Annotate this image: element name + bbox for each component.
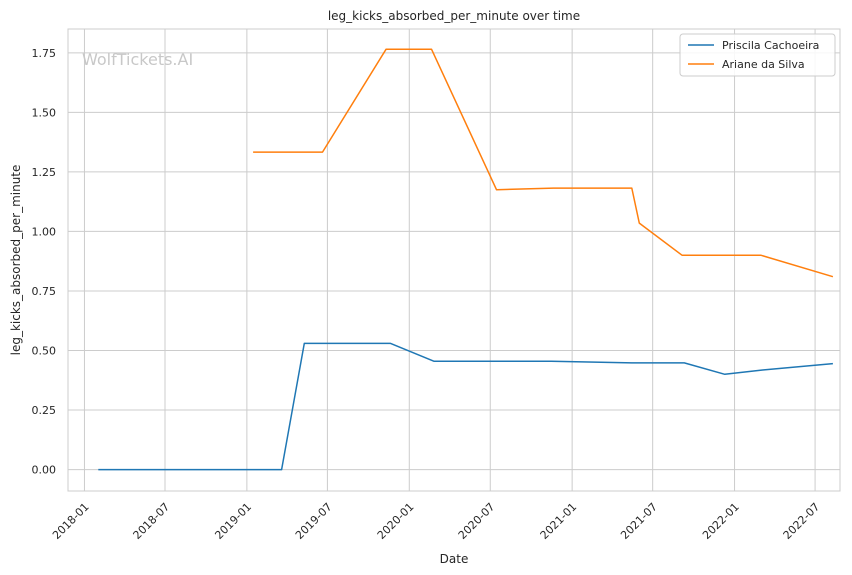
x-tick-label: 2022-01 (700, 500, 742, 542)
x-axis-ticks: 2018-01 2018-07 2019-01 2019-07 2020-01 2020-… (50, 500, 822, 542)
x-tick-label: 2018-01 (50, 500, 92, 542)
x-tick-label: 2022-07 (781, 500, 823, 542)
chart-title: leg_kicks_absorbed_per_minute over time (328, 9, 580, 23)
y-axis-label: leg_kicks_absorbed_per_minute (9, 165, 23, 356)
x-tick-label: 2021-01 (538, 500, 580, 542)
x-tick-label: 2019-07 (293, 500, 335, 542)
y-tick-label: 1.50 (32, 106, 57, 119)
series-line-0 (98, 342, 833, 471)
y-tick-label: 0.75 (32, 285, 57, 298)
x-tick-label: 2021-07 (618, 500, 660, 542)
x-axis-label: Date (440, 552, 469, 566)
y-tick-label: 0.50 (32, 344, 57, 357)
y-tick-label: 0.25 (32, 404, 57, 417)
series-layer (98, 48, 834, 471)
x-tick-label: 2020-07 (456, 500, 498, 542)
y-axis-ticks: 0.00 0.25 0.50 0.75 1.00 1.25 1.50 1.75 (32, 47, 57, 477)
y-tick-label: 1.00 (32, 225, 57, 238)
series-line-1 (253, 48, 834, 278)
legend: Priscila Cachoeira Ariane da Silva (679, 33, 836, 77)
watermark: WolfTickets.AI (82, 50, 193, 69)
y-tick-label: 0.00 (32, 464, 57, 477)
y-tick-label: 1.25 (32, 166, 57, 179)
x-tick-label: 2019-01 (212, 500, 254, 542)
legend-label-priscila: Priscila Cachoeira (722, 39, 819, 52)
plot-frame (67, 28, 841, 492)
x-tick-label: 2020-01 (375, 500, 417, 542)
y-tick-label: 1.75 (32, 47, 57, 60)
x-tick-label: 2018-07 (131, 500, 173, 542)
legend-label-ariane: Ariane da Silva (722, 58, 805, 71)
legend-box (679, 33, 836, 77)
